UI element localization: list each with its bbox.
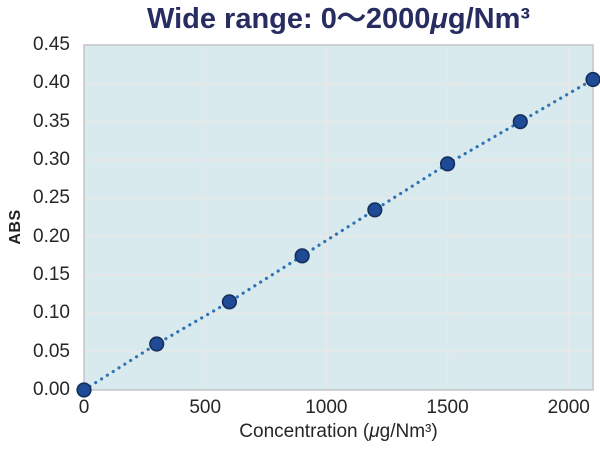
x-tick-label: 2000: [547, 397, 590, 418]
y-tick-label: 0.40: [33, 72, 70, 94]
data-point: [367, 202, 383, 218]
x-tick-label: 1000: [305, 397, 348, 418]
data-point: [149, 336, 165, 352]
data-point: [76, 382, 92, 398]
x-axis-title: Concentration (μg/Nm³): [84, 421, 593, 443]
y-tick-label: 0.15: [33, 264, 70, 285]
y-axis-title: ABS: [7, 209, 24, 245]
data-point: [294, 248, 310, 264]
x-tick-label: 500: [189, 397, 222, 418]
y-tick-label: 0.05: [33, 340, 70, 362]
x-tick-label: 1500: [426, 397, 469, 418]
plot-background: [84, 45, 593, 390]
x-axis-title-mu: μ: [369, 421, 380, 442]
data-point: [585, 71, 600, 88]
chart-title-mu: μ: [430, 3, 448, 35]
x-axis-title-text: Concentration (: [239, 421, 370, 442]
x-axis-title-unit: g/Nm³): [379, 421, 438, 442]
trend-dotted-line: [82, 77, 595, 392]
y-tick-label: 0.25: [33, 187, 70, 209]
y-tick-label: 0.30: [33, 149, 70, 170]
y-tick-label: 0.45: [33, 34, 70, 55]
data-point: [221, 294, 238, 310]
x-tick-label: 0: [78, 397, 90, 418]
data-point: [439, 156, 456, 172]
y-tick-label: 0.20: [33, 225, 70, 247]
plot-border: [83, 44, 594, 391]
chart-title-text: Wide range: 0～2000: [146, 3, 431, 35]
y-tick-label: 0.35: [33, 110, 70, 132]
chart-title-unit: g/Nm³: [447, 3, 531, 35]
y-tick-label: 0.00: [33, 379, 70, 400]
chart-title: Wide range: 0～2000μg/Nm³: [84, 0, 593, 40]
y-tick-label: 0.10: [33, 302, 70, 324]
data-point: [512, 114, 528, 130]
